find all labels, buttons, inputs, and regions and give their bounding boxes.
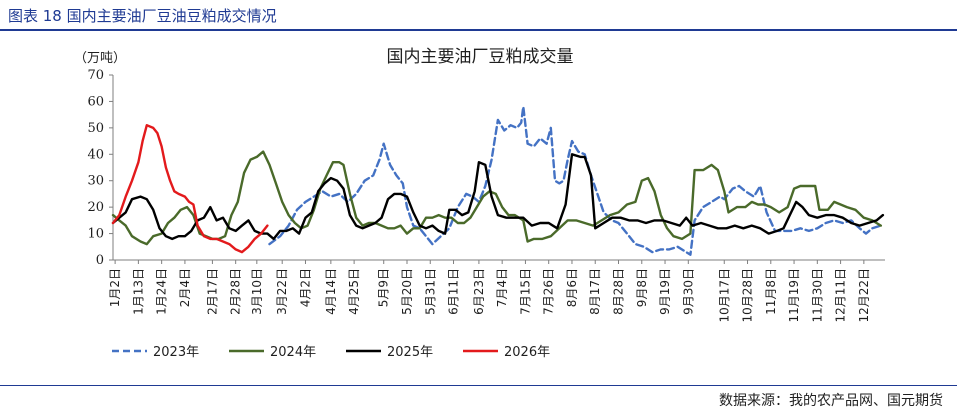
y-tick-label: 60: [87, 94, 104, 109]
legend-item: 2025年: [346, 345, 433, 360]
chart-title: 国内主要油厂豆粕成交量: [387, 47, 574, 67]
x-tick-label: 4月25日: [347, 268, 361, 315]
x-tick-label: 2月4日: [178, 268, 192, 307]
header-rule: [0, 29, 957, 31]
series-line-2024年: [111, 150, 882, 246]
y-axis-unit-label: （万吨）: [74, 51, 126, 66]
legend-item: 2024年: [229, 345, 316, 360]
legend-item: 2023年: [112, 345, 199, 360]
x-tick-label: 4月14日: [324, 268, 338, 315]
x-tick-label: 12月11日: [834, 268, 848, 323]
x-tick-label: 5月9日: [377, 268, 391, 307]
line-chart: 国内主要油厂豆粕成交量 （万吨） 0 10 20 30 40 50 60 70 1月2日 1月13…: [74, 47, 885, 360]
figure-title: 图表 18 国内主要油厂豆油豆粕成交情况: [8, 7, 277, 25]
x-tick-label: 8月6日: [565, 268, 579, 307]
x-tick-label: 7月4日: [495, 268, 509, 307]
y-tick-label: 70: [87, 68, 104, 83]
x-tick-label: 2月28日: [229, 268, 243, 315]
y-tick-label: 10: [87, 227, 104, 242]
x-tick-label: 1月13日: [131, 268, 145, 315]
x-tick-label: 5月31日: [423, 268, 437, 315]
x-tick-label: 8月17日: [588, 268, 602, 315]
legend-label: 2025年: [387, 345, 433, 360]
x-tick-label: 9月30日: [681, 268, 695, 315]
y-tick-label: 20: [87, 200, 104, 215]
x-tick-label: 5月20日: [400, 268, 414, 315]
series-line-2025年: [111, 153, 885, 241]
x-tick-label: 3月10日: [250, 268, 264, 315]
x-tick-label: 11月30日: [810, 268, 824, 323]
x-tick-label: 8月28日: [612, 268, 626, 315]
legend-label: 2026年: [504, 345, 550, 360]
x-tick-label: 9月19日: [658, 268, 672, 315]
y-tick-label: 0: [96, 253, 104, 268]
data-source: 数据来源：我的农产品网、国元期货: [719, 393, 943, 409]
axes: 0 10 20 30 40 50 60 70 1月2日 1月13日 1月24日 2月4日 2月17日 2月…: [87, 68, 885, 323]
y-tick-label: 30: [87, 174, 104, 189]
x-tick-label: 4月2日: [298, 268, 312, 307]
series-line-2026年: [111, 124, 269, 254]
x-tick-label: 10月17日: [717, 268, 731, 323]
x-tick-label: 3月22日: [275, 268, 289, 315]
x-tick-label: 7月15日: [518, 268, 532, 315]
x-tick-label: 6月23日: [472, 268, 486, 315]
series-line-2023年: [268, 105, 882, 256]
x-tick-label: 2月17日: [205, 268, 219, 315]
x-tick-label: 10月28日: [741, 268, 755, 323]
y-tick-label: 40: [87, 147, 104, 162]
figure-header: 图表 18 国内主要油厂豆油豆粕成交情况: [0, 0, 957, 31]
legend-item: 2026年: [463, 345, 550, 360]
x-tick-label: 9月8日: [635, 268, 649, 307]
x-tick-label: 1月24日: [155, 268, 169, 315]
legend-label: 2023年: [153, 345, 199, 360]
series-layer: [111, 105, 885, 256]
y-tick-label: 50: [87, 121, 104, 136]
x-tick-label: 12月22日: [857, 268, 871, 323]
legend-label: 2024年: [270, 345, 316, 360]
x-tick-label: 11月8日: [764, 268, 778, 315]
x-tick-label: 1月2日: [108, 268, 122, 307]
footer-rule: [0, 385, 957, 386]
x-tick-label: 7月26日: [542, 268, 556, 315]
legend: 2023年 2024年 2025年 2026年: [112, 345, 550, 360]
x-tick-label: 6月11日: [447, 268, 461, 315]
x-tick-label: 11月19日: [787, 268, 801, 323]
